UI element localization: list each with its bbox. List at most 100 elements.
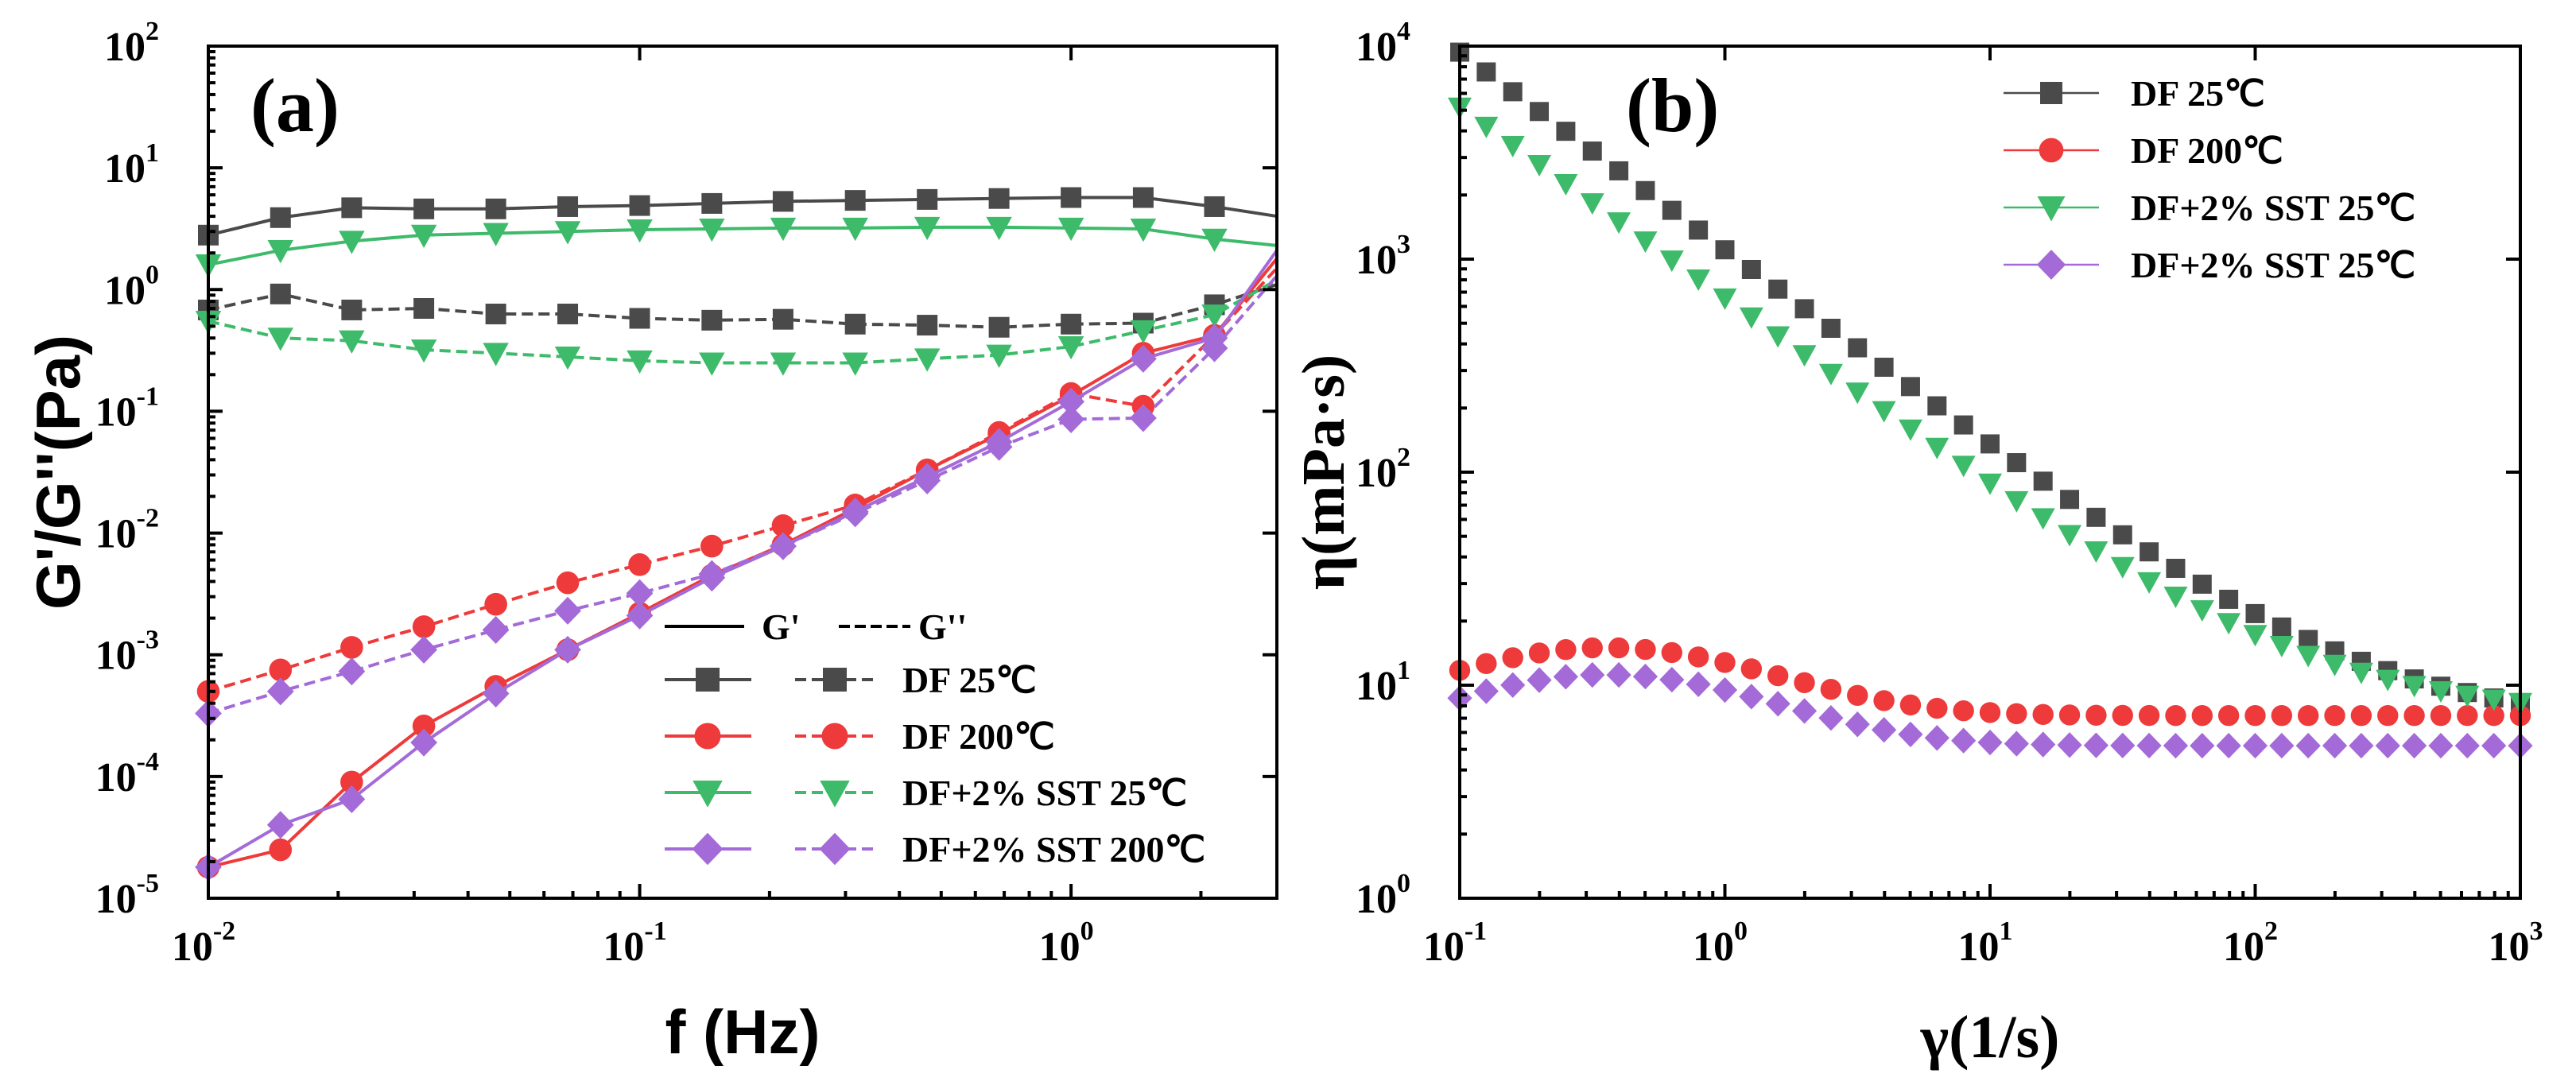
- df-2-sst-25-purple-point: [2057, 732, 2082, 758]
- df-2-sst-25-green-point: [1554, 174, 1578, 196]
- df-2-sst-25-green-point: [1500, 135, 1525, 157]
- df-2-sst-25-green-point: [2322, 654, 2347, 676]
- df-200-red-point: [2430, 705, 2452, 727]
- df-2-sst-25-green-point: [2031, 508, 2055, 530]
- df-2-sst-25-purple-point: [2269, 732, 2295, 759]
- df-2-sst-25-purple-point: [2031, 731, 2056, 758]
- df-200-red-point: [2191, 705, 2213, 727]
- df-2-sst-25-green-point: [2455, 685, 2480, 707]
- df-2-sst-25-purple-point: [1686, 671, 1711, 698]
- df-2-sst-200-g-double-prime-line: [208, 274, 1278, 715]
- legend-marker: [823, 668, 847, 692]
- df-200-g-prime-point: [269, 838, 293, 862]
- df-2-sst-25-g-double-prime-point: [914, 348, 941, 372]
- df-25-g-double-prime-point: [917, 315, 938, 336]
- df-25-black-point: [2271, 617, 2291, 637]
- df-2-sst-25-green-point: [1739, 307, 1763, 329]
- df-200-red-point: [1661, 641, 1682, 664]
- df-200-g-double-prime-point: [700, 534, 724, 558]
- df-2-sst-25-g-prime-point: [986, 216, 1012, 241]
- df-2-sst-25-green-point: [1527, 155, 1552, 177]
- panel-b-legend: DF 25℃ DF 200℃ DF+2% SST 25℃ DF+2% SST 25℃: [2004, 73, 2415, 285]
- df-2-sst-25-green-point: [1766, 326, 1790, 348]
- df-25-black-point: [2245, 603, 2265, 623]
- df-200-red-point: [1767, 665, 1789, 687]
- df-2-sst-25-purple-point: [1659, 666, 1685, 693]
- df-25-g-double-prime-point: [413, 298, 435, 320]
- df-2-sst-25-purple-point: [2004, 731, 2029, 757]
- df-200-red-point: [1581, 637, 1603, 659]
- df-25-g-prime-point: [557, 196, 579, 217]
- df-2-sst-25-g-double-prime-point: [1201, 304, 1228, 328]
- df-2-sst-25-green-point: [2269, 635, 2294, 657]
- df-25-black-point: [1503, 82, 1523, 102]
- df-25-black-point: [1715, 240, 1735, 260]
- df-2-sst-200-g-prime-line: [207, 249, 1278, 869]
- df-2-sst-200-g-double-prime-point: [266, 677, 294, 706]
- df-2-sst-25-green-point: [2217, 613, 2241, 635]
- df-200-red-point: [1555, 639, 1577, 661]
- df-2-sst-25-purple-point: [1818, 705, 1844, 731]
- legend-marker: [2036, 250, 2066, 280]
- df-25-g-double-prime-point: [485, 304, 506, 325]
- y-tick-label: 104: [1356, 17, 1410, 70]
- df-2-sst-25-g-prime-point: [914, 216, 941, 241]
- df-2-sst-25-purple-point: [1951, 727, 1977, 754]
- df-25-g-double-prime-point: [1061, 313, 1082, 335]
- df-25-g-prime-point: [772, 191, 793, 212]
- df-200-red-point: [2350, 705, 2372, 727]
- df-2-sst-25-g-double-prime-point: [986, 344, 1012, 368]
- df-25-black-point: [2007, 453, 2027, 473]
- df-25-black-point: [1662, 200, 1682, 220]
- df-2-sst-25-purple-point: [1580, 661, 1605, 688]
- df-2-sst-25-green-point: [1633, 231, 1658, 254]
- df-200-red-point: [1528, 642, 1550, 664]
- y-tick-label: 10-5: [95, 869, 159, 922]
- df-2-sst-25-g-prime-point: [1130, 218, 1157, 242]
- legend-label: DF+2% SST 25℃: [902, 773, 1187, 813]
- df-25-black-point: [1556, 122, 1576, 141]
- df-2-sst-25-g-double-prime-point: [770, 352, 797, 376]
- df-2-sst-25-green-point: [2296, 645, 2321, 668]
- df-25-g-prime-point: [1204, 196, 1225, 217]
- df-2-sst-25-g-double-prime-point: [483, 343, 509, 366]
- df-25-black-point: [1609, 161, 1629, 180]
- legend-label: DF+2% SST 25℃: [2131, 245, 2415, 285]
- df-25-black-point: [1980, 434, 2000, 454]
- df-200-red-point: [1687, 646, 1709, 668]
- df-2-sst-200-g-double-prime-point: [770, 532, 797, 560]
- df-2-sst-25-green-point: [1474, 116, 1499, 138]
- df-2-sst-200-g-double-prime-point: [626, 579, 654, 607]
- df-2-sst-25-green-point: [2190, 600, 2214, 622]
- panel-b-series: [1447, 42, 2533, 759]
- df-2-sst-200-g-prime-point: [338, 785, 366, 814]
- df-200-red-point: [2483, 705, 2504, 727]
- df-25-g-prime-point: [701, 192, 723, 214]
- df-200-red-point: [2085, 704, 2107, 726]
- df-200-red-point: [2403, 705, 2425, 727]
- df-200-red-point: [2271, 705, 2293, 727]
- df-2-sst-25-green-point: [1607, 212, 1631, 234]
- legend-header-dashed-label: G'': [918, 607, 967, 647]
- df-25-g-double-prime-point: [701, 309, 723, 331]
- df-2-sst-25-purple-point: [2454, 732, 2480, 759]
- df-2-sst-25-green-point: [2058, 525, 2082, 547]
- df-25-black-point: [1953, 415, 1973, 435]
- df-200-red-point: [1953, 700, 1974, 722]
- df-25-black-point: [1927, 396, 1947, 416]
- df-2-sst-25-g-double-prime-point: [1057, 336, 1084, 360]
- y-tick-label: 102: [1356, 443, 1410, 496]
- df-2-sst-25-green-point: [1792, 345, 1817, 367]
- df-200-g-double-prime-line: [208, 266, 1278, 693]
- y-tick-label: 103: [1356, 230, 1410, 283]
- df-2-sst-25-g-double-prime-point: [554, 346, 581, 370]
- df-2-sst-25-g-double-prime-point: [699, 352, 725, 376]
- df-2-sst-25-purple-point: [1924, 725, 1949, 751]
- df-200-red-point: [1608, 637, 1630, 659]
- df-2-sst-200-g-double-prime-point: [554, 596, 581, 625]
- df-2-sst-200-g-double-prime-point: [841, 499, 869, 528]
- df-2-sst-25-green-point: [1659, 250, 1684, 273]
- df-2-sst-200-g-double-prime-point: [1057, 405, 1085, 434]
- df-2-sst-25-green-point: [1925, 437, 1949, 459]
- df-25-black-point: [1794, 299, 1814, 319]
